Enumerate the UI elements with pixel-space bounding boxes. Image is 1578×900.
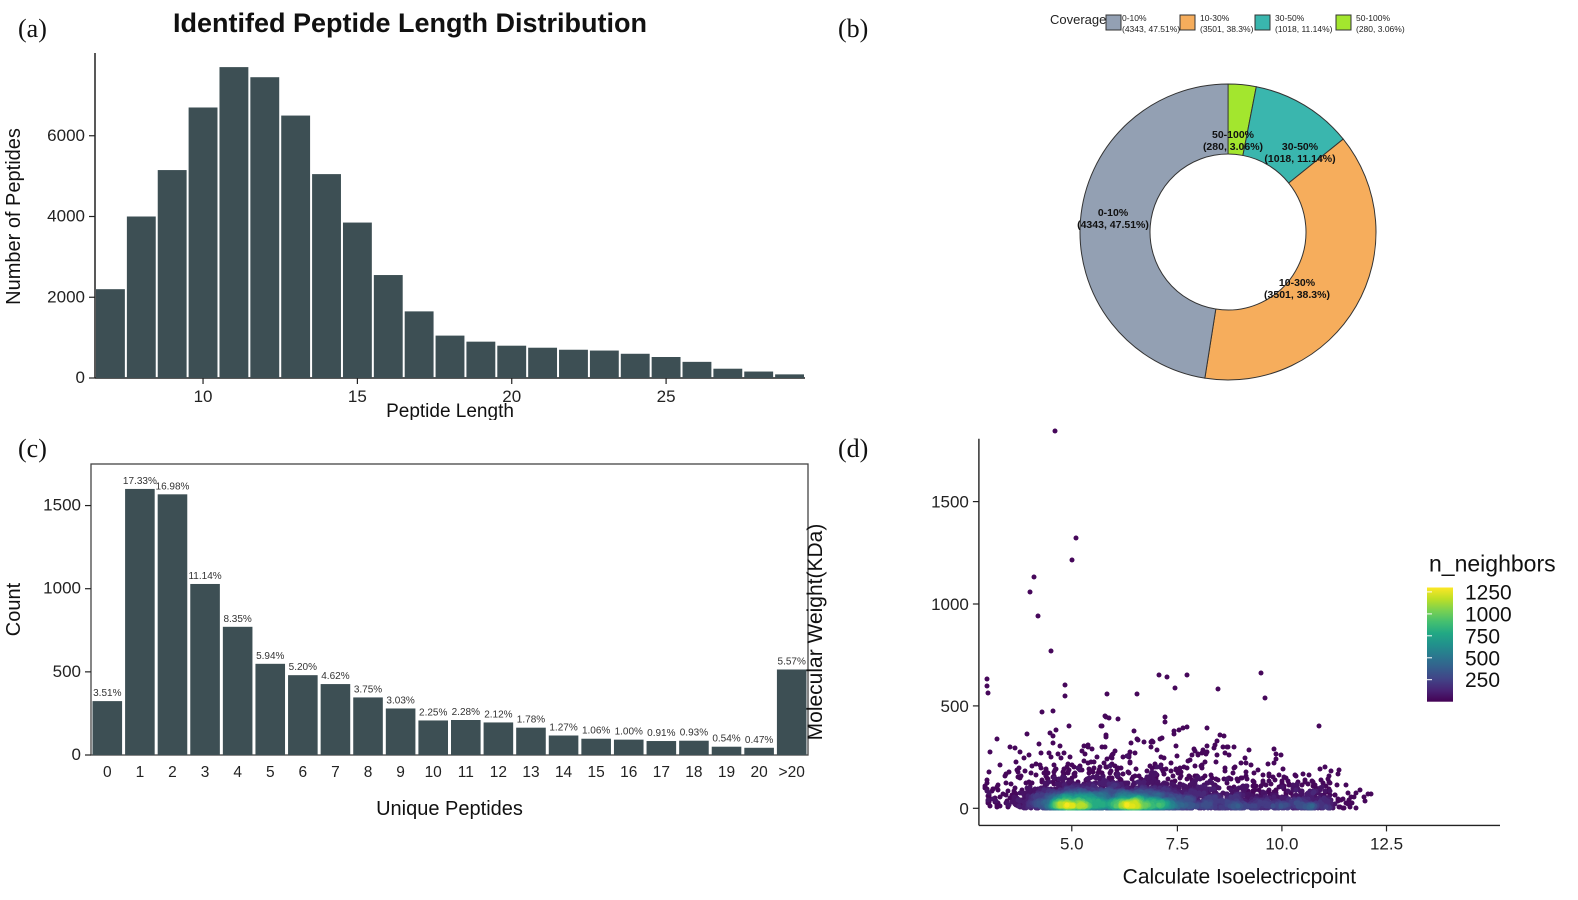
svg-text:1000: 1000 <box>931 595 969 614</box>
svg-text:5.20%: 5.20% <box>289 662 317 673</box>
svg-text:Count: Count <box>3 582 25 636</box>
svg-text:6000: 6000 <box>47 126 85 145</box>
svg-text:1: 1 <box>136 764 145 781</box>
svg-text:6: 6 <box>299 764 308 781</box>
svg-text:17.33%: 17.33% <box>123 476 157 487</box>
svg-text:Unique Peptides: Unique Peptides <box>376 798 523 820</box>
svg-text:0.54%: 0.54% <box>712 734 740 745</box>
svg-text:(3501, 38.3%): (3501, 38.3%) <box>1264 289 1330 301</box>
svg-text:10-30%: 10-30% <box>1200 13 1230 23</box>
svg-text:1.78%: 1.78% <box>517 715 545 726</box>
svg-text:13: 13 <box>522 764 539 781</box>
svg-text:19: 19 <box>718 764 735 781</box>
svg-text:16: 16 <box>620 764 637 781</box>
svg-text:1.27%: 1.27% <box>549 723 577 734</box>
svg-text:500: 500 <box>53 662 81 681</box>
svg-text:0: 0 <box>959 799 968 818</box>
svg-text:3.75%: 3.75% <box>354 684 382 695</box>
svg-text:3.51%: 3.51% <box>93 688 121 699</box>
svg-text:(280, 3.06%): (280, 3.06%) <box>1356 24 1405 34</box>
svg-text:(3501, 38.3%): (3501, 38.3%) <box>1200 24 1254 34</box>
svg-text:4000: 4000 <box>47 207 85 226</box>
svg-text:25: 25 <box>657 387 676 406</box>
svg-text:2.12%: 2.12% <box>484 709 512 720</box>
svg-text:50-100%: 50-100% <box>1356 13 1390 23</box>
svg-text:2: 2 <box>168 764 177 781</box>
svg-text:11: 11 <box>458 764 474 781</box>
svg-text:7.5: 7.5 <box>1166 834 1190 853</box>
svg-text:20: 20 <box>750 764 768 781</box>
svg-text:10-30%: 10-30% <box>1279 277 1316 289</box>
svg-text:0.93%: 0.93% <box>680 728 708 739</box>
svg-text:15: 15 <box>348 387 367 406</box>
svg-text:2.25%: 2.25% <box>419 707 447 718</box>
svg-text:10: 10 <box>194 387 213 406</box>
svg-text:0-10%: 0-10% <box>1098 207 1129 219</box>
svg-text:1.00%: 1.00% <box>615 727 643 738</box>
svg-text:(1018, 11.14%): (1018, 11.14%) <box>1275 24 1333 34</box>
svg-text:2000: 2000 <box>47 287 85 306</box>
svg-text:14: 14 <box>555 764 573 781</box>
svg-text:0.91%: 0.91% <box>647 728 675 739</box>
svg-text:500: 500 <box>941 697 969 716</box>
svg-text:3.03%: 3.03% <box>386 695 414 706</box>
svg-text:30-50%: 30-50% <box>1282 141 1319 153</box>
svg-text:4.62%: 4.62% <box>321 671 349 682</box>
svg-text:(4343, 47.51%): (4343, 47.51%) <box>1122 24 1180 34</box>
svg-text:Coverage: Coverage <box>1050 12 1106 27</box>
svg-text:10.0: 10.0 <box>1265 834 1298 853</box>
svg-text:0: 0 <box>72 745 81 764</box>
svg-text:0: 0 <box>76 368 85 387</box>
svg-text:12.5: 12.5 <box>1370 834 1403 853</box>
svg-text:0-10%: 0-10% <box>1122 13 1147 23</box>
svg-text:9: 9 <box>396 764 405 781</box>
svg-text:0.47%: 0.47% <box>745 735 773 746</box>
svg-text:4: 4 <box>233 764 242 781</box>
svg-text:50-100%: 50-100% <box>1212 129 1255 141</box>
svg-text:2.28%: 2.28% <box>452 707 480 718</box>
svg-text:Molecular Weight(KDa): Molecular Weight(KDa) <box>804 524 827 741</box>
svg-text:8.35%: 8.35% <box>223 614 251 625</box>
svg-text:1500: 1500 <box>43 496 81 515</box>
svg-text:(4343, 47.51%): (4343, 47.51%) <box>1077 219 1149 231</box>
svg-text:0: 0 <box>103 764 112 781</box>
svg-text:5: 5 <box>266 764 275 781</box>
svg-text:5.94%: 5.94% <box>256 651 284 662</box>
svg-text:15: 15 <box>588 764 605 781</box>
svg-text:Peptide Length: Peptide Length <box>386 401 514 420</box>
svg-text:1.06%: 1.06% <box>582 726 610 737</box>
svg-text:Identifed Peptide Length Distr: Identifed Peptide Length Distribution <box>173 8 647 38</box>
svg-text:18: 18 <box>685 764 702 781</box>
svg-text:3: 3 <box>201 764 210 781</box>
svg-text:17: 17 <box>653 764 670 781</box>
svg-text:8: 8 <box>364 764 373 781</box>
svg-text:1000: 1000 <box>43 579 81 598</box>
svg-text:12: 12 <box>490 764 507 781</box>
svg-text:Number of Peptides: Number of Peptides <box>3 128 25 305</box>
svg-text:16.98%: 16.98% <box>156 481 190 492</box>
svg-text:(280, 3.06%): (280, 3.06%) <box>1203 141 1263 153</box>
svg-text:7: 7 <box>331 764 340 781</box>
svg-text:11.14%: 11.14% <box>188 571 221 582</box>
svg-text:(1018, 11.14%): (1018, 11.14%) <box>1264 153 1335 165</box>
svg-text:30-50%: 30-50% <box>1275 13 1305 23</box>
svg-text:5.0: 5.0 <box>1060 834 1084 853</box>
svg-text:Calculate Isoelectricpoint: Calculate Isoelectricpoint <box>1123 865 1357 888</box>
svg-text:10: 10 <box>425 764 443 781</box>
svg-text:1500: 1500 <box>931 493 969 512</box>
